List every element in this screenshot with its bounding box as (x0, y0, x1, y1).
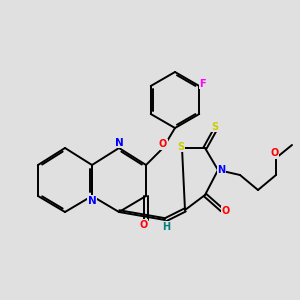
Text: O: O (159, 140, 167, 149)
Text: F: F (200, 79, 206, 88)
Text: S: S (177, 142, 184, 152)
Text: O: O (270, 148, 279, 158)
Text: N: N (115, 138, 123, 148)
Text: N: N (88, 196, 96, 206)
Text: N: N (218, 165, 226, 175)
Text: S: S (212, 122, 219, 132)
Text: O: O (140, 220, 148, 230)
Text: O: O (221, 206, 230, 217)
Text: H: H (162, 222, 171, 232)
